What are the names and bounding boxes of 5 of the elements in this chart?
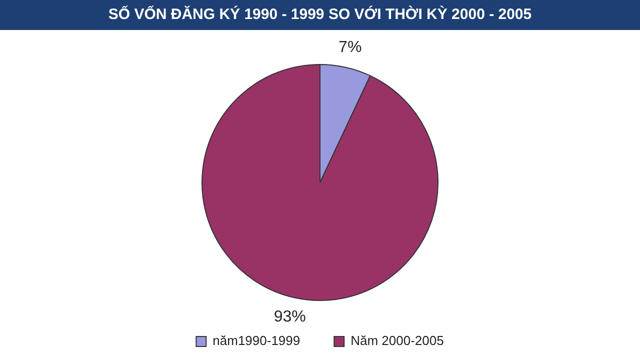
legend-label: Năm 2000-2005 [350, 333, 444, 348]
data-label: 93% [274, 308, 306, 326]
legend-label: năm1990-1999 [212, 333, 300, 348]
data-label: 7% [338, 39, 362, 56]
chart-title: SỐ VỐN ĐĂNG KÝ 1990 - 1999 SO VỚI THỜI KỲ 2000 - 2005 [0, 0, 640, 30]
